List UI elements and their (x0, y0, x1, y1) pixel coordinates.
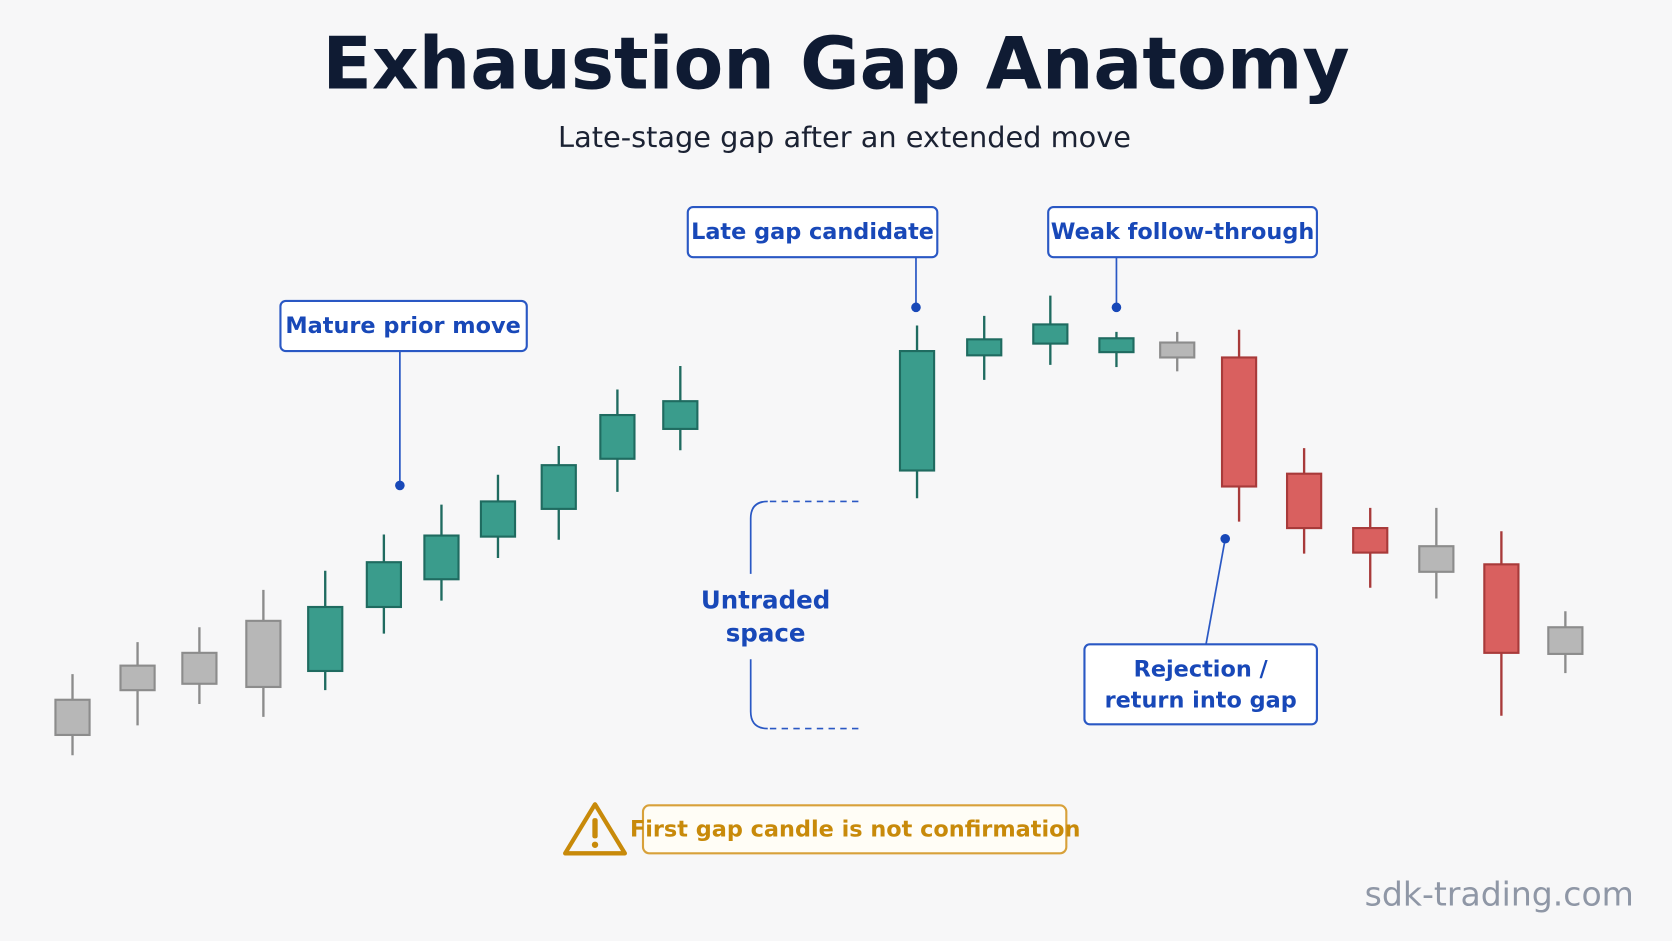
candle-body (966, 338, 1003, 357)
candle-body (54, 698, 91, 737)
dot (911, 302, 921, 313)
warning-icon (591, 841, 599, 848)
leader (1205, 538, 1227, 645)
candle-body (1159, 341, 1196, 359)
candle-body (540, 464, 577, 510)
warning-icon (592, 818, 598, 839)
dot (1220, 533, 1231, 544)
candle-body (1483, 563, 1520, 654)
candle-body (662, 400, 699, 430)
candle-body (1285, 472, 1323, 530)
label: Untraded (701, 586, 830, 615)
label-box (1047, 206, 1318, 259)
candle-body (1220, 356, 1258, 488)
label: Mature prior move (285, 313, 520, 339)
candle-body (1352, 527, 1389, 554)
watermark: sdk-trading.com (1365, 874, 1634, 913)
label-box (279, 299, 528, 353)
candle-body (1547, 626, 1584, 655)
candle-body (1032, 323, 1069, 345)
candle-body (365, 561, 403, 609)
candle-body (307, 605, 344, 673)
warning: First gap candle is not confirmation (630, 816, 1080, 842)
label: space (726, 619, 806, 648)
warning-icon (563, 802, 627, 856)
label: Weak follow-through (1051, 219, 1315, 245)
label: Rejection / (1134, 656, 1269, 682)
candle-body (1098, 337, 1135, 354)
subtitle: Late-stage gap after an extended move (558, 120, 1131, 154)
candle-body (479, 500, 517, 538)
candle-body (181, 651, 218, 685)
bracket (749, 500, 768, 730)
label-box (1083, 643, 1318, 726)
dot (1111, 302, 1122, 313)
label-box (686, 206, 939, 259)
title: Exhaustion Gap Anatomy (322, 23, 1349, 107)
candle-body (599, 413, 636, 460)
candle-body (898, 350, 936, 472)
warning-box (641, 804, 1068, 855)
candle-body (1418, 545, 1455, 573)
label: return into gap (1105, 687, 1297, 713)
candle-body (245, 619, 282, 689)
candle-body (119, 664, 156, 692)
candles (54, 295, 1584, 756)
label: Late gap candidate (691, 219, 934, 245)
candle-body (423, 534, 460, 581)
dot (395, 480, 405, 491)
